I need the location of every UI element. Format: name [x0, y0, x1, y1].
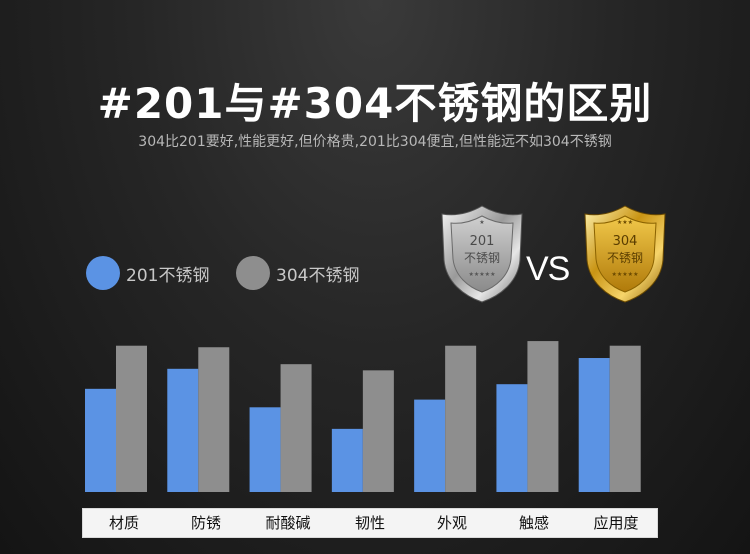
bar-304-0: [116, 345, 147, 492]
bar-304-5: [527, 341, 559, 492]
category-label-3: 韧性: [354, 514, 385, 532]
bar-201-4: [414, 399, 446, 492]
legend-label-201: 201不锈钢: [126, 265, 210, 286]
shield-304-line2: 不锈钢: [607, 251, 643, 265]
legend-item-201: 201不锈钢: [86, 256, 209, 290]
bar-304-1: [198, 347, 230, 492]
category-label-6: 应用度: [593, 514, 639, 532]
category-label-2: 耐酸碱: [265, 514, 311, 532]
legend-swatch-201: [86, 256, 120, 290]
category-axis: 材质 防锈 耐酸碱 韧性 外观 触感 应用度: [82, 508, 658, 538]
bar-201-5: [496, 384, 528, 492]
bar-201-1: [167, 368, 199, 492]
page-subtitle: 304比201要好,性能更好,但价格贵,201比304便宜,但性能远不如304不…: [138, 134, 612, 150]
legend-swatch-304: [236, 256, 270, 290]
shield-201-icon: ★ 201 不锈钢 ★★★★★: [441, 205, 523, 303]
legend-item-304: 304不锈钢: [236, 256, 359, 290]
bar-304-6: [609, 345, 641, 492]
bar-201-6: [578, 358, 610, 492]
shield-201-line1: 201: [470, 234, 495, 249]
svg-text:★★★: ★★★: [617, 219, 633, 226]
bar-304-2: [280, 364, 312, 492]
category-label-5: 触感: [518, 514, 549, 532]
bar-201-2: [249, 407, 281, 492]
category-label-4: 外观: [436, 514, 467, 532]
shield-304-line1: 304: [613, 234, 638, 249]
page-title: #201与#304不锈钢的区别: [97, 79, 653, 128]
shield-201-line2: 不锈钢: [464, 251, 500, 265]
bar-304-4: [445, 345, 477, 492]
legend-label-304: 304不锈钢: [276, 265, 360, 286]
bar-201-0: [85, 388, 116, 492]
bar-304-3: [362, 370, 394, 492]
svg-text:★★★★★: ★★★★★: [469, 271, 496, 278]
svg-text:★★★★★: ★★★★★: [612, 271, 639, 278]
shield-304-icon: ★★★ 304 不锈钢 ★★★★★: [584, 205, 666, 303]
bar-201-3: [331, 428, 363, 492]
vs-label: VS: [526, 250, 570, 288]
category-label-1: 防锈: [190, 514, 221, 532]
category-label-0: 材质: [108, 514, 139, 532]
svg-text:★: ★: [479, 219, 484, 226]
